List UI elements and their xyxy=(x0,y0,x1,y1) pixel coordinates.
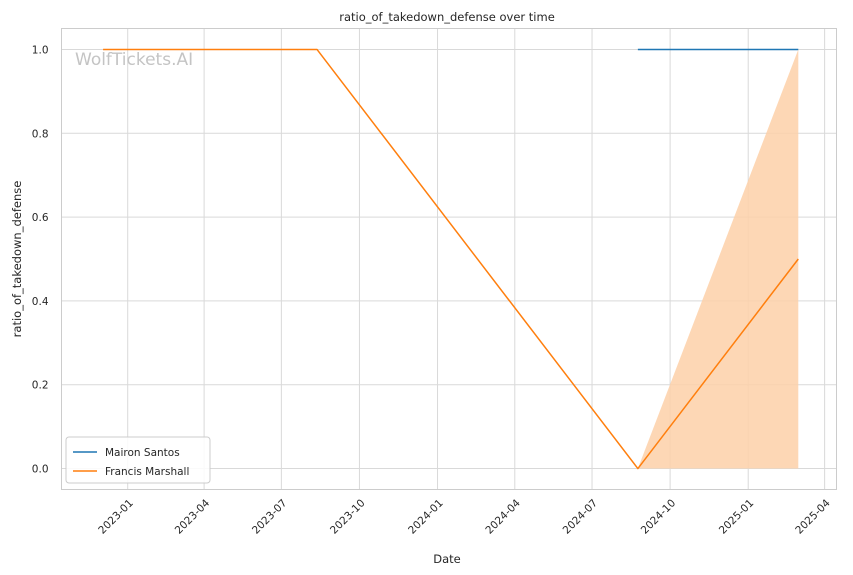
y-tick-label: 0.2 xyxy=(32,380,49,392)
chart-title: ratio_of_takedown_defense over time xyxy=(339,10,555,24)
y-tick-label: 0.4 xyxy=(32,296,49,308)
y-tick-label: 0.0 xyxy=(32,464,49,476)
legend-label-francis-marshall: Francis Marshall xyxy=(105,466,189,478)
x-tick-label: 2024-01 xyxy=(406,497,446,537)
confidence-band-francis-marshall xyxy=(637,49,799,469)
x-tick-label: 2023-10 xyxy=(328,497,368,537)
series-line-francis-marshall xyxy=(103,48,799,470)
legend-label-mairon-santos: Mairon Santos xyxy=(105,447,180,459)
plot-frame xyxy=(61,28,837,490)
series-lines xyxy=(103,48,799,470)
x-tick-label: 2023-01 xyxy=(96,497,136,537)
x-axis-ticks: 2023-01 2023-04 2023-07 2023-10 2024-01 2024-… xyxy=(96,497,833,537)
watermark: WolfTickets.AI xyxy=(75,50,193,70)
x-tick-label: 2024-04 xyxy=(483,497,523,537)
y-tick-label: 0.6 xyxy=(32,212,49,224)
x-axis-label: Date xyxy=(433,552,461,566)
x-tick-label: 2024-07 xyxy=(561,497,601,537)
x-tick-label: 2023-07 xyxy=(250,497,290,537)
y-axis-label: ratio_of_takedown_defense xyxy=(10,181,24,338)
confidence-bands xyxy=(637,49,799,469)
y-tick-label: 1.0 xyxy=(32,44,49,56)
legend: Mairon Santos Francis Marshall xyxy=(65,436,211,484)
x-tick-label: 2025-01 xyxy=(717,497,757,537)
y-tick-label: 0.8 xyxy=(32,128,49,140)
x-tick-label: 2023-04 xyxy=(173,497,213,537)
x-tick-label: 2024-10 xyxy=(639,497,679,537)
x-tick-label: 2025-04 xyxy=(793,497,833,537)
y-axis-ticks: 0.0 0.2 0.4 0.6 0.8 1.0 xyxy=(32,44,49,475)
legend-box xyxy=(65,436,211,484)
